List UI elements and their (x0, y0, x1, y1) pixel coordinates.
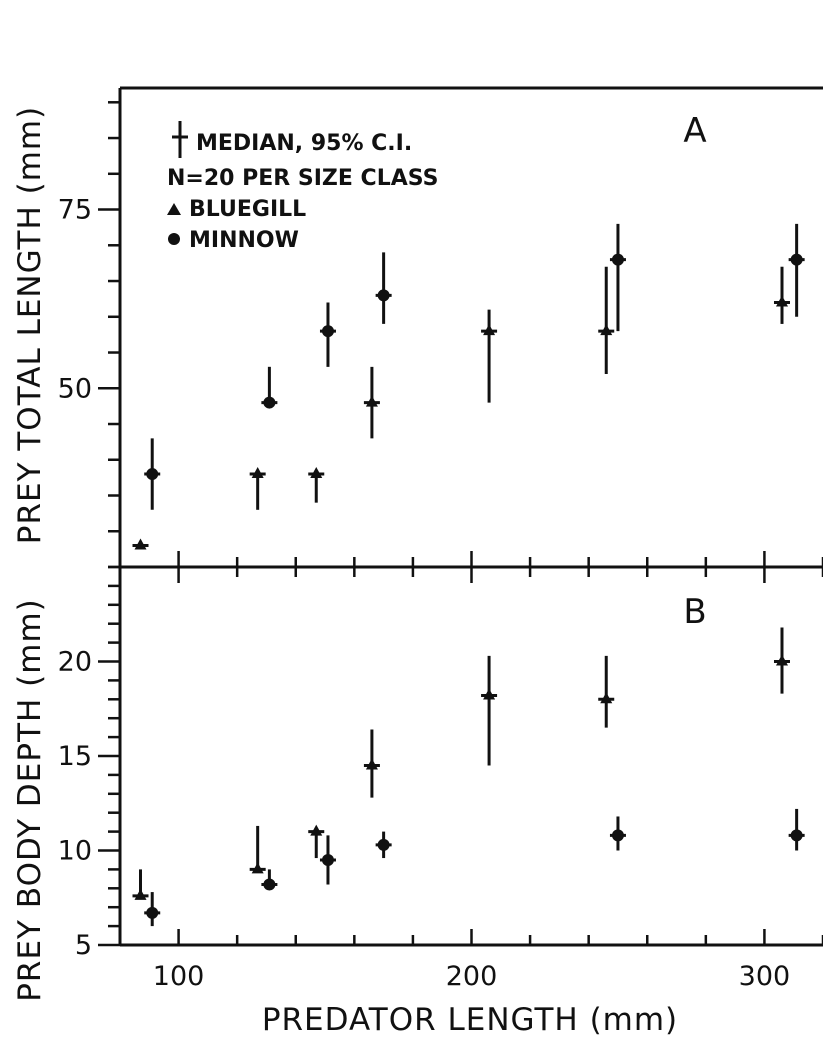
panel-b-y-tick-label: 15 (58, 741, 92, 772)
panel-a-minnow-point (611, 253, 624, 266)
panel-a-minnow-point (263, 396, 276, 409)
legend: MEDIAN, 95% C.I. N=20 PER SIZE CLASS BLU… (167, 121, 438, 253)
panel-b-minnow-point (263, 878, 276, 891)
panel-b-y-tick-label: 10 (58, 836, 92, 867)
panel-b-label: B (683, 592, 706, 632)
legend-bluegill-text: BLUEGILL (189, 197, 306, 222)
panel-b-minnow-point (611, 829, 624, 842)
panel-a-bluegill-point (251, 467, 264, 479)
panel-a-label: A (683, 111, 706, 151)
legend-triangle-icon (167, 203, 181, 215)
panel-b-bluegill-point (134, 888, 147, 900)
panel-a-y-tick-label: 75 (58, 195, 92, 226)
legend-minnow-text: MINNOW (189, 228, 299, 253)
panel-a-bluegill-point (365, 395, 378, 407)
panel-b-bluegill-point (483, 688, 496, 700)
panel-a-minnow-point (790, 253, 803, 266)
panel-b-bluegill-point (310, 824, 323, 836)
panel-b-minnow-point (146, 906, 159, 919)
panel-b-x-tick-label: 200 (446, 961, 498, 992)
panel-a-bluegill-point (775, 295, 788, 307)
panel-b-bluegill-point (600, 692, 613, 704)
panel-a-bluegill-point (600, 324, 613, 336)
panel-a-bluegill-point (310, 467, 323, 479)
panel-b-y-tick-label: 5 (75, 930, 92, 961)
panel-b-y-axis-title: PREY BODY DEPTH (mm) (12, 598, 48, 1002)
panel-b-y-tick-label: 20 (58, 647, 92, 678)
panel-a-minnow-point (146, 468, 159, 481)
marks-layer (132, 223, 805, 927)
panel-b-bluegill-point (775, 654, 788, 666)
panel-a-minnow-point (321, 325, 334, 338)
panel-a-y-axis-title: PREY TOTAL LENGTH (mm) (12, 106, 48, 544)
panel-b-x-tick-label: 100 (153, 961, 205, 992)
panel-b-x-tick-label: 300 (739, 961, 791, 992)
x-axis-title: PREDATOR LENGTH (mm) (262, 1002, 678, 1038)
panel-b-minnow-point (377, 838, 390, 851)
legend-circle-icon (168, 233, 180, 245)
panel-a-minnow-point (377, 289, 390, 302)
legend-ci-text: MEDIAN, 95% C.I. (196, 131, 412, 156)
panel-a-bluegill-point (483, 324, 496, 336)
panel-b-bluegill-point (251, 862, 264, 874)
panel-a-bluegill-point (134, 538, 147, 550)
legend-n-text: N=20 PER SIZE CLASS (167, 166, 438, 191)
panel-b-minnow-point (790, 829, 803, 842)
axes-layer: 50 75 5 10 15 20 100 200 300 (58, 86, 823, 992)
panel-a-y-tick-label: 50 (58, 373, 92, 404)
panel-b-minnow-point (321, 853, 334, 866)
panel-b-bluegill-point (365, 758, 378, 770)
